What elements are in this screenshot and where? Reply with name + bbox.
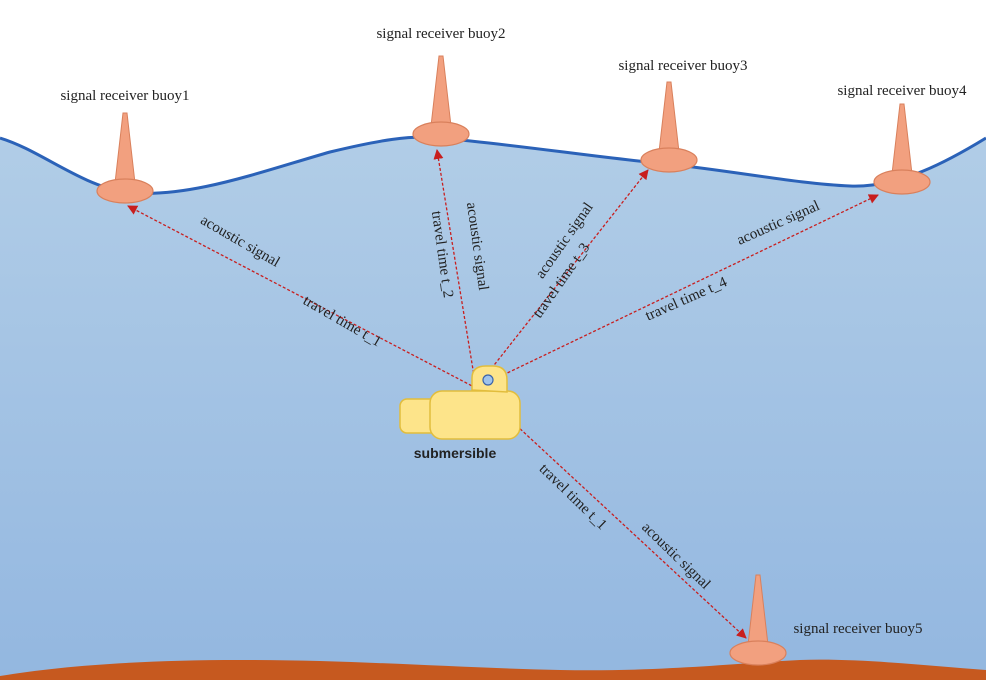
buoy5-label: signal receiver buoy5 [793, 621, 922, 637]
buoy3-antenna [658, 81, 680, 153]
buoy4-float [873, 169, 931, 195]
buoy1-label: signal receiver buoy1 [60, 88, 189, 104]
buoy5-float [729, 640, 787, 666]
submersible-label: submersible [414, 445, 497, 461]
submersible-porthole [482, 374, 494, 386]
buoy3-label: signal receiver buoy3 [618, 58, 747, 74]
buoy4-antenna [891, 103, 913, 175]
signal-path-buoy1 [127, 205, 477, 389]
signal-path-buoy2 [433, 149, 477, 389]
signal-receiver-buoy4: signal receiver buoy4 [837, 83, 967, 195]
submersible: submersible [399, 365, 521, 461]
signal-receiver-buoy5: signal receiver buoy5 [729, 574, 923, 666]
buoy3-float [640, 147, 698, 173]
submersible-body [429, 390, 521, 440]
buoy-layer: signal receiver buoy1 signal receiver buo… [60, 26, 967, 666]
seabed [0, 659, 986, 680]
buoy1-antenna [114, 112, 136, 184]
signal-path-buoy4 [475, 194, 879, 389]
buoy2-float [412, 121, 470, 147]
signal-receiver-buoy2: signal receiver buoy2 [376, 26, 506, 147]
buoy1-float [96, 178, 154, 204]
buoy4-label: signal receiver buoy4 [837, 83, 967, 99]
signal-path-buoy5 [475, 387, 747, 639]
signal-path-buoy3 [475, 169, 649, 389]
signal-receiver-buoy1: signal receiver buoy1 [60, 88, 190, 204]
signal-lines [127, 149, 879, 639]
buoy2-label: signal receiver buoy2 [376, 26, 505, 42]
signal-receiver-buoy3: signal receiver buoy3 [618, 58, 748, 173]
buoy2-antenna [430, 55, 452, 127]
